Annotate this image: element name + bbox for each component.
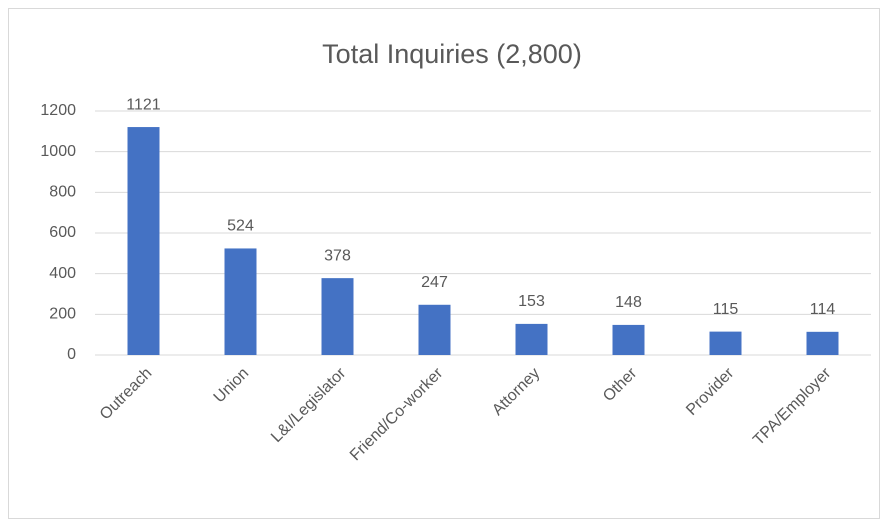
- bar: [806, 331, 839, 355]
- data-label: 524: [227, 218, 254, 235]
- bar: [321, 278, 354, 355]
- data-label: 148: [615, 294, 642, 311]
- chart-title: Total Inquiries (2,800): [322, 39, 582, 69]
- data-label: 378: [324, 247, 351, 264]
- bar: [418, 304, 451, 355]
- data-label: 1121: [126, 96, 161, 113]
- bar: [612, 324, 645, 355]
- y-tick-label: 0: [67, 346, 76, 363]
- data-label: 247: [421, 274, 448, 291]
- y-tick-label: 1200: [40, 102, 76, 119]
- y-tick-label: 400: [49, 265, 76, 282]
- data-label: 114: [810, 301, 836, 318]
- bar: [515, 323, 548, 355]
- y-tick-label: 1000: [40, 143, 76, 160]
- y-tick-label: 200: [49, 306, 76, 323]
- data-label: 115: [713, 301, 739, 318]
- bar: [127, 127, 160, 356]
- y-tick-label: 800: [49, 184, 76, 201]
- y-tick-label: 600: [49, 224, 76, 241]
- bar: [709, 331, 742, 355]
- data-label: 153: [518, 293, 545, 310]
- bar: [224, 248, 257, 355]
